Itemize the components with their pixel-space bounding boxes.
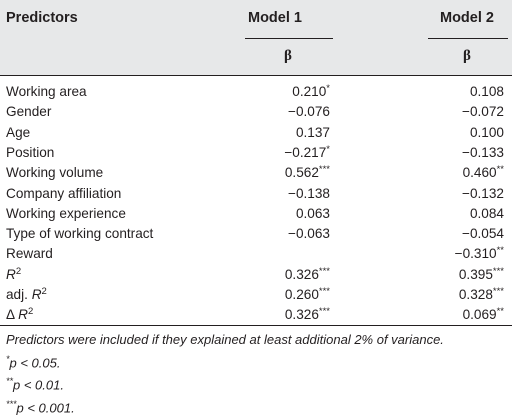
row-model-1-beta: −0.076 [288, 104, 330, 120]
table-footnotes: Predictors were included if they explain… [6, 331, 506, 418]
beta-model-2: β [463, 48, 471, 64]
table-row: Δ R2 0.326*** 0.069** [0, 305, 512, 325]
row-model-1-beta: 0.562*** [284, 164, 330, 181]
header-model-2: Model 2 [440, 10, 494, 26]
row-predictor: Working volume [6, 165, 104, 181]
beta-model-1: β [284, 48, 292, 64]
row-model-1-beta: −0.138 [288, 185, 330, 201]
table-row: Type of working contract −0.063 −0.054 [0, 224, 512, 244]
table-row: adj. R2 0.260*** 0.328*** [0, 285, 512, 305]
row-predictor: Gender [6, 104, 52, 120]
table-header-band [0, 0, 512, 75]
row-model-2-beta: −0.133 [462, 144, 504, 160]
footnote-p05: *p < 0.05. [6, 353, 61, 370]
row-model-2-beta: 0.108 [469, 84, 504, 99]
model-1-underline [245, 38, 333, 39]
row-model-1-beta: 0.137 [295, 124, 330, 140]
row-model-1-beta: −0.217* [284, 143, 330, 160]
model-2-underline [428, 38, 508, 39]
row-model-2-beta: 0.460** [462, 164, 504, 181]
header-predictors: Predictors [6, 10, 78, 26]
row-predictor: Working area [6, 84, 87, 99]
row-model-2-beta: 0.069** [462, 306, 504, 323]
row-model-1-beta: 0.210* [292, 83, 330, 99]
table-row: Company affiliation −0.138 −0.132 [0, 184, 512, 204]
header-bottom-rule [0, 75, 512, 76]
table-row: Position −0.217* −0.133 [0, 143, 512, 163]
row-model-2-beta: 0.328*** [458, 286, 504, 302]
row-model-1-beta: 0.063 [295, 205, 330, 221]
table-row: R2 0.326*** 0.395*** [0, 265, 512, 285]
row-predictor: Age [6, 124, 31, 140]
row-predictor: Δ R2 [6, 306, 34, 323]
row-model-1-beta: 0.326*** [284, 306, 330, 323]
footnote-p01: **p < 0.01. [6, 376, 64, 393]
table-row: Age 0.137 0.100 [0, 123, 512, 143]
row-model-2-beta: −0.132 [462, 185, 504, 201]
table-row: Working volume 0.562*** 0.460** [0, 163, 512, 183]
row-predictor: Reward [6, 246, 53, 262]
table-row: Working experience 0.063 0.084 [0, 204, 512, 224]
row-model-2-beta: 0.100 [469, 124, 504, 140]
table-bottom-rule [0, 325, 512, 326]
row-predictor: Working experience [6, 205, 126, 221]
row-model-2-beta: 0.084 [469, 205, 504, 221]
row-predictor: R2 [6, 265, 22, 282]
header-model-1: Model 1 [248, 10, 302, 26]
row-model-1-beta: 0.326*** [284, 265, 330, 282]
row-model-2-beta: −0.072 [462, 104, 504, 120]
row-model-2-beta: 0.395*** [458, 265, 504, 282]
row-predictor: Type of working contract [6, 226, 154, 242]
row-predictor: Position [6, 144, 55, 160]
row-model-2-beta: −0.054 [462, 226, 504, 242]
row-model-2-beta: −0.310** [454, 245, 504, 262]
row-predictor: Company affiliation [6, 185, 122, 201]
row-predictor: adj. R2 [6, 286, 47, 302]
row-model-1-beta: 0.260*** [284, 286, 330, 302]
row-model-1-beta: −0.063 [288, 226, 330, 242]
table-row: Working area 0.210* 0.108 [0, 82, 512, 102]
footnote-inclusion: Predictors were included if they explain… [6, 332, 444, 347]
table-row: Gender −0.076 −0.072 [0, 102, 512, 122]
table-row: Reward −0.310** [0, 244, 512, 264]
